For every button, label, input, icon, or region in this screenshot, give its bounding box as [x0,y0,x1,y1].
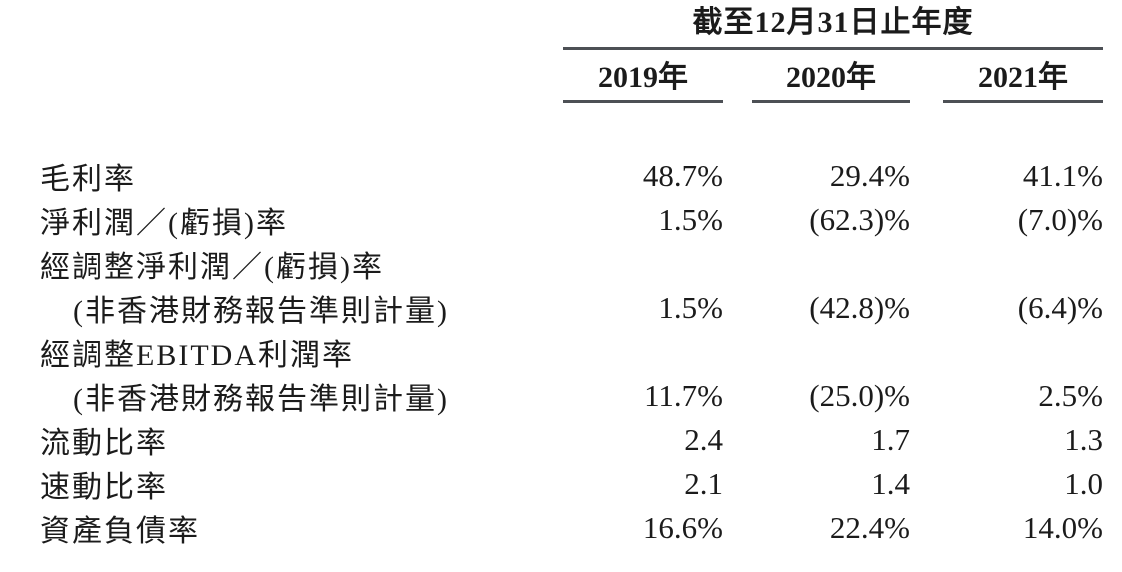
table-row: 資產負債率 16.6% 22.4% 14.0% [0,506,1122,550]
row-value-2020: 1.7 [871,422,910,457]
table-row: 淨利潤／(虧損)率 1.5% (62.3)% (7.0)% [0,198,1122,242]
year-columns-header-group: 截至12月31日止年度 2019年 2020年 2021年 [563,0,1103,103]
row-value-2019: 11.7% [644,378,723,413]
column-header-2021: 2021年 [943,57,1103,103]
table-body: 毛利率 48.7% 29.4% 41.1% 淨利潤／(虧損)率 1.5% (62.3)% (7… [0,154,1122,550]
table-row: 流動比率 2.4 1.7 1.3 [0,418,1122,462]
table-row: (非香港財務報告準則計量) 1.5% (42.8)% (6.4)% [0,286,1122,330]
table-row: 毛利率 48.7% 29.4% 41.1% [0,154,1122,198]
row-label: 速動比率 [40,471,168,504]
row-value-2021: 41.1% [1022,158,1103,193]
table-header: 截至12月31日止年度 2019年 2020年 2021年 [0,0,1122,103]
row-value-2020: 22.4% [829,510,910,545]
row-label: (非香港財務報告準則計量) [73,383,449,416]
table-row: 經調整淨利潤／(虧損)率 [0,242,1122,286]
table-row: (非香港財務報告準則計量) 11.7% (25.0)% 2.5% [0,374,1122,418]
row-value-2021: 2.5% [1038,378,1103,413]
row-value-2019: 48.7% [642,158,723,193]
row-label: 淨利潤／(虧損)率 [40,207,288,240]
row-value-2020: 29.4% [829,158,910,193]
row-value-2021: (6.4)% [1017,290,1103,325]
row-label: 資產負債率 [40,515,200,548]
row-label: 經調整淨利潤／(虧損)率 [40,251,384,284]
row-value-2020: (25.0)% [809,378,910,413]
row-value-2019: 1.5% [658,202,723,237]
row-value-2021: 1.3 [1064,422,1103,457]
row-value-2019: 16.6% [642,510,723,545]
row-value-2019: 1.5% [658,290,723,325]
row-value-2021: (7.0)% [1017,202,1103,237]
row-value-2021: 14.0% [1022,510,1103,545]
row-label: 流動比率 [40,427,168,460]
row-label: 毛利率 [40,163,136,196]
row-value-2020: (62.3)% [809,202,910,237]
row-value-2020: 1.4 [871,466,910,501]
year-columns-row: 2019年 2020年 2021年 [563,57,1103,103]
row-value-2019: 2.1 [684,466,723,501]
header-top-rule [563,47,1103,50]
row-value-2020: (42.8)% [809,290,910,325]
row-label: 經調整EBITDA利潤率 [40,339,354,372]
table-row: 速動比率 2.1 1.4 1.0 [0,462,1122,506]
row-label: (非香港財務報告準則計量) [73,295,449,328]
table-row: 經調整EBITDA利潤率 [0,330,1122,374]
row-value-2019: 2.4 [684,422,723,457]
column-header-2019: 2019年 [563,57,723,103]
period-header: 截至12月31日止年度 [692,6,974,39]
row-value-2021: 1.0 [1064,466,1103,501]
column-header-2020: 2020年 [752,57,910,103]
